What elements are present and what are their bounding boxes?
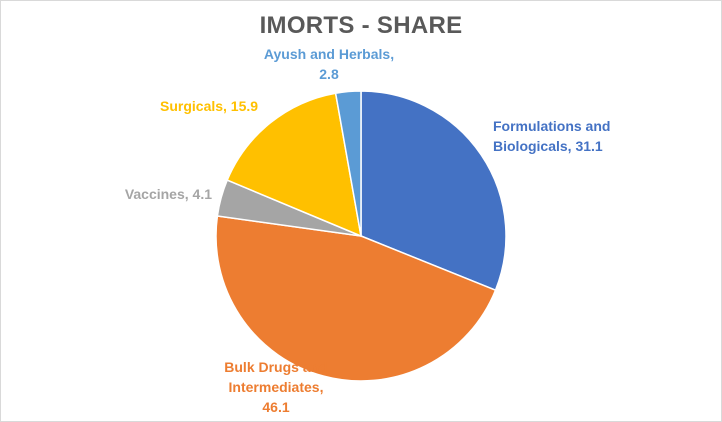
data-label-line: 2.8 xyxy=(319,66,339,82)
data-label-bulk-drugs: Bulk Drugs and Intermediates, 46.1 xyxy=(196,357,356,417)
data-label-line: Bulk Drugs and xyxy=(224,359,328,375)
chart-title: IMORTS - SHARE xyxy=(259,12,463,39)
data-label-line: Vaccines, 4.1 xyxy=(124,186,212,202)
data-label-line: Biologicals, 31.1 xyxy=(493,138,603,154)
data-label-surgicals: Surgicals, 15.9 xyxy=(160,96,258,116)
pie-slice-formulations-and-biologicals xyxy=(360,90,507,292)
pie-slice-ayush-and-herbals xyxy=(334,90,362,237)
data-label-line: Intermediates, xyxy=(228,379,324,395)
data-label-vaccines: Vaccines, 4.1 xyxy=(116,184,212,204)
data-label-formulations: Formulations and Biologicals, 31.1 xyxy=(493,116,610,156)
pie-slice-surgicals xyxy=(226,92,362,238)
data-label-line: Formulations and xyxy=(493,118,611,134)
data-label-line: 46.1 xyxy=(262,399,290,415)
data-label-line: Ayush and Herbals, xyxy=(263,46,395,62)
pie-slice-bulk-drugs-and-intermediates xyxy=(215,215,497,382)
data-label-line: Surgicals, 15.9 xyxy=(160,98,259,114)
data-label-ayush-herbals: Ayush and Herbals, 2.8 xyxy=(248,44,410,84)
